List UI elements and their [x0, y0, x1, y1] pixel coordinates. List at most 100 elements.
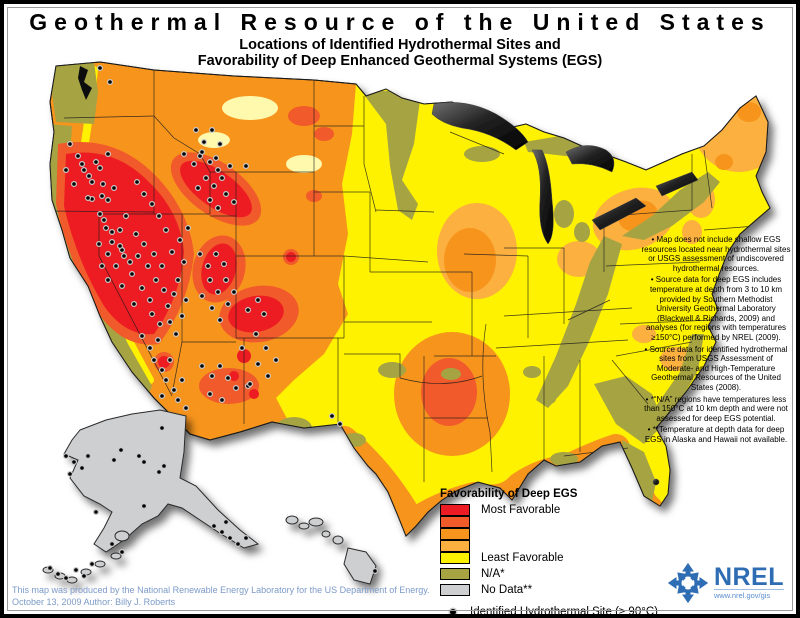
hydrothermal-site-dot [261, 311, 268, 318]
hydrothermal-site-dot [169, 249, 176, 256]
legend-nodata-swatch [440, 584, 470, 596]
hydrothermal-site-dot [141, 241, 148, 248]
hydrothermal-site-dot [161, 287, 168, 294]
page-title: Geothermal Resource of the United States [29, 9, 771, 35]
hydrothermal-site-dot [209, 126, 216, 133]
hydrothermal-site-dot [199, 363, 206, 370]
hydrothermal-site-dot [207, 277, 214, 284]
legend-nodata-label: No Data** [481, 584, 533, 596]
hydrothermal-site-dot [136, 453, 143, 460]
credit-line1: This map was produced by the National Re… [12, 584, 430, 595]
hydrothermal-site-dot [156, 469, 163, 476]
hydrothermal-site-dot [161, 463, 168, 470]
great-lakes [431, 102, 699, 486]
hydrothermal-site-dot [221, 261, 228, 268]
hydrothermal-site-dot [219, 528, 226, 535]
hydrothermal-site-dot [122, 213, 129, 220]
hydrothermal-site-dot [227, 163, 234, 170]
hydrothermal-site-dot [209, 305, 216, 312]
maine-orange-spot [715, 154, 733, 170]
nrel-url: www.nrel.gov/gis [713, 589, 784, 600]
hydrothermal-site-dot [179, 313, 186, 320]
hydrothermal-site-dot [72, 566, 79, 573]
hydrothermal-site-dot [92, 159, 99, 166]
maine-orange-spot [737, 102, 761, 122]
hydrothermal-site-dot [243, 163, 250, 170]
nrel-logo: NREL www.nrel.gov/gis [665, 560, 784, 606]
hydrothermal-site-dot [223, 277, 230, 284]
lake-superior [431, 102, 529, 151]
hydrothermal-site-dot [163, 377, 170, 384]
hydrothermal-site-dot [219, 397, 226, 404]
hydrothermal-site-dot [215, 289, 222, 296]
hydrothermal-site-dot [88, 179, 95, 186]
hydrothermal-site-dot [159, 393, 166, 400]
hydrothermal-site-dot [255, 361, 262, 368]
midwest-orange-core [444, 228, 496, 292]
hydrothermal-site-dot [110, 457, 117, 464]
legend-ramp-step-0-swatch [440, 503, 470, 516]
puget-sound [78, 66, 92, 100]
hydrothermal-site-dot [116, 243, 123, 250]
hydrothermal-site-dot [223, 191, 230, 198]
hydrothermal-site-dot [104, 197, 111, 204]
hydrothermal-site-dot [255, 297, 262, 304]
hydrothermal-site-dot [84, 195, 91, 202]
hydrothermal-site-dot [80, 167, 87, 174]
legend-na-label: N/A* [481, 568, 505, 580]
credit-line2: October 13, 2009 Author: Billy J. Robert… [12, 596, 176, 607]
hydrothermal-site-dot [92, 509, 99, 516]
hydrothermal-site-dot [167, 357, 174, 364]
hydrothermal-site-dot [135, 253, 142, 260]
hydrothermal-site-dot [130, 301, 137, 308]
hydrothermal-site-dot [207, 391, 214, 398]
legend-ramp-step-4-label: Least Favorable [481, 552, 564, 564]
source-note-bullet: • Source data for identified hydrotherma… [644, 344, 788, 392]
hydrothermal-site-dot [96, 211, 103, 218]
hydrothermal-site-dot [141, 503, 148, 510]
hydrothermal-site-dot [133, 231, 140, 238]
legend-ramp-step-1-swatch [440, 515, 470, 528]
legend-ramp-step-0-label: Most Favorable [481, 504, 561, 516]
hydrothermal-site-dot [181, 151, 188, 158]
subtitle-line1: Locations of Identified Hydrothermal Sit… [239, 37, 561, 53]
legend-ramp-step-2 [440, 527, 675, 540]
hydrothermal-site-dot [98, 263, 105, 270]
hydrothermal-site-dot [225, 301, 232, 308]
hydrothermal-site-dot [209, 373, 216, 380]
hydrothermal-site-dot [197, 251, 204, 258]
hydrothermal-site-dot [185, 225, 192, 232]
hydrothermal-site-dot [147, 345, 154, 352]
hydrothermal-site-dot [181, 259, 188, 266]
legend-ramp-step-3-swatch [440, 539, 470, 552]
hydrothermal-site-dot [217, 141, 224, 148]
hydrothermal-site-dot [215, 167, 222, 174]
lake-ontario [655, 171, 699, 197]
hydrothermal-site-dot [116, 227, 123, 234]
va-amber-spot [632, 325, 656, 343]
nd-spot [288, 106, 320, 126]
hydrothermal-site-dot [104, 151, 111, 158]
hydrothermal-site-dot [171, 387, 178, 394]
hydrothermal-site-dot [171, 291, 178, 298]
hydrothermal-site-dot [99, 181, 106, 188]
hydrothermal-site-dot [78, 465, 85, 472]
hydrothermal-site-dot [85, 173, 92, 180]
hydrothermal-site-dot [247, 381, 254, 388]
hydrothermal-site-dot [106, 78, 113, 85]
hydrothermal-site-dot [110, 185, 117, 192]
lower48-coastline [49, 61, 771, 537]
hydrothermal-site-dot [54, 570, 61, 577]
hydrothermal-site-dot [201, 139, 208, 146]
hydrothermal-site-dot [273, 357, 280, 364]
hydrothermal-site-dot [193, 126, 200, 133]
title-block: Geothermal Resource of the United States… [4, 7, 796, 69]
hydrothermal-site-dot [231, 199, 238, 206]
hydrothermal-site-dot [165, 303, 172, 310]
hydrothermal-site-dot [104, 277, 111, 284]
nrel-sunburst-icon [667, 562, 709, 604]
hydrothermal-site-dot [149, 201, 156, 208]
hydrothermal-site-dot [329, 413, 336, 420]
legend-na: N/A* [440, 568, 675, 580]
hydrothermal-site-dot [141, 191, 148, 198]
